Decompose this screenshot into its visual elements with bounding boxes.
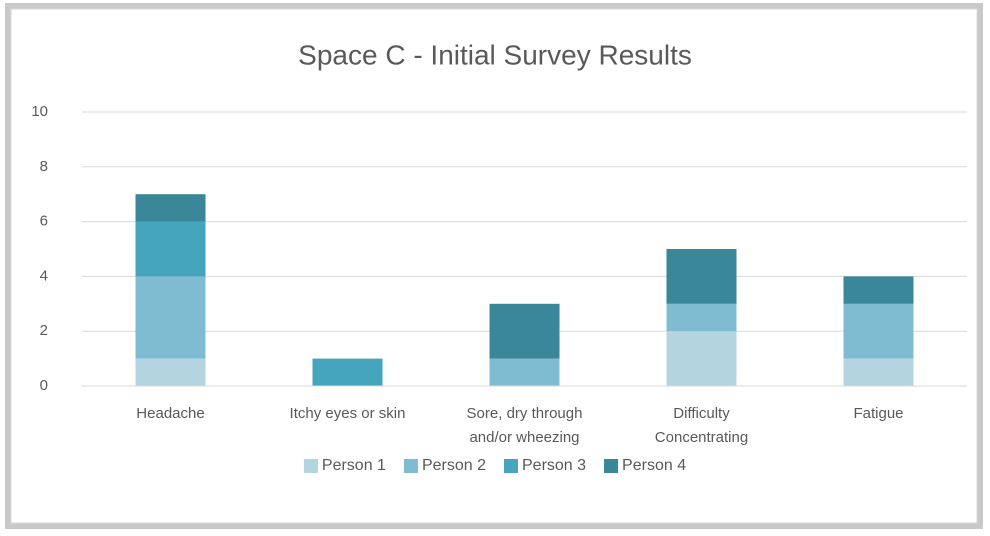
x-tick-label: Itchy eyes or skin [290, 405, 406, 422]
bar [135, 221, 206, 277]
bar [489, 303, 560, 359]
x-tick-label: Fatigue [853, 405, 903, 422]
bar [135, 276, 206, 359]
y-tick-label: 6 [40, 213, 48, 230]
legend-swatch [403, 459, 418, 473]
legend-swatch [604, 459, 619, 473]
frame [5, 3, 983, 529]
legend-swatch [504, 459, 518, 473]
x-tick-label: Difficulty Concentrating [655, 405, 748, 446]
legend-label: Person 4 [622, 457, 686, 474]
legend-label: Person 1 [322, 457, 386, 474]
bar [666, 331, 737, 386]
y-tick-label: 10 [31, 103, 48, 120]
bar [666, 303, 737, 332]
bar [843, 303, 914, 359]
x-tick-label: Sore, dry through and/or wheezing [467, 405, 583, 446]
bar [843, 358, 914, 386]
y-tick-label: 8 [40, 158, 48, 175]
bar [489, 358, 560, 386]
y-tick-label: 0 [40, 377, 48, 394]
bar [135, 194, 206, 222]
legend-swatch [303, 459, 318, 473]
legend-label: Person 2 [422, 457, 486, 474]
bar [843, 276, 914, 304]
bar [666, 249, 737, 304]
y-tick-label: 4 [40, 267, 48, 284]
chart-title: Space C - Initial Survey Results [298, 39, 692, 70]
bar [135, 358, 206, 386]
legend-label: Person 3 [522, 457, 586, 474]
x-tick-label: Headache [136, 405, 204, 422]
bar [312, 358, 383, 386]
y-tick-label: 2 [40, 322, 48, 339]
